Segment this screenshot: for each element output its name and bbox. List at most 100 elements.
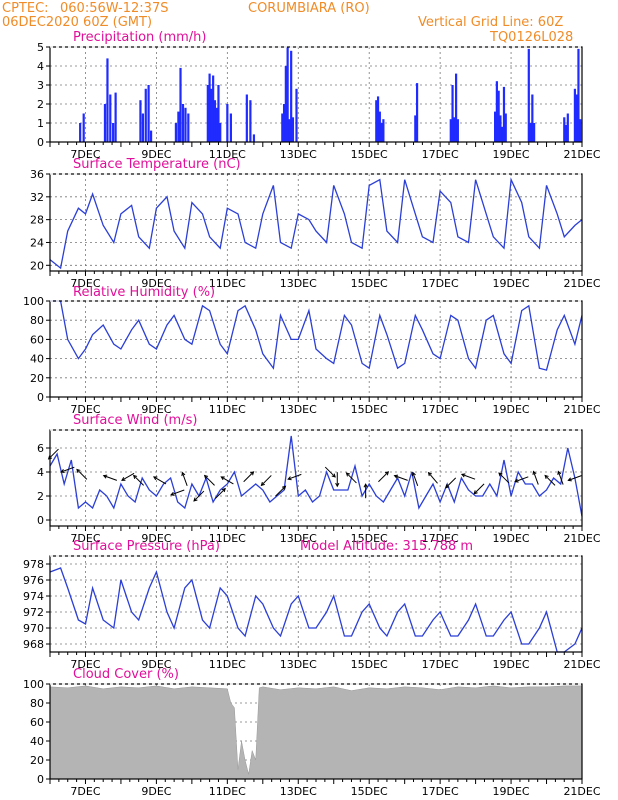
x-tick-label: 15DEC [351,403,388,416]
x-tick-label: 15DEC [351,532,388,545]
precip-bar [415,83,419,142]
precip-bar [229,113,232,142]
wind-arrow-shaft [394,475,408,481]
y-tick-label: 6 [37,442,44,455]
precip-bar [252,134,256,142]
x-tick-label: 11DEC [209,277,246,290]
wind-arrow-shaft [324,466,336,478]
precip-bar [282,104,286,142]
precip-bar [495,81,498,142]
x-tick-label: 13DEC [280,532,317,545]
wind-arrow-shaft [170,489,185,496]
wind-arrow [514,476,529,483]
wind-arrow [220,476,234,485]
wind-arrow-shaft [568,475,582,481]
wind-arrow [132,474,144,486]
wind-arrow [287,473,302,481]
wind-arrow-shaft [514,476,529,483]
x-tick-label: 11DEC [209,532,246,545]
precip-bar [103,104,107,142]
wind-arrow-head [331,473,336,478]
x-tick-label: 7DEC [70,277,100,290]
wind-arrow-shaft [445,477,457,489]
precip-bar [184,107,187,142]
y-tick-label: 0 [37,136,44,149]
x-tick-label: 21DEC [563,532,600,545]
wind-arrow-head [514,478,519,483]
precip-bar [449,119,452,142]
wind-arrow-head [132,474,138,479]
y-tick-label: 40 [30,353,44,366]
wind-arrow [335,472,340,488]
wind-arrow-head [532,470,537,475]
x-tick-label: 9DEC [141,148,171,161]
x-tick-label: 9DEC [141,532,171,545]
y-tick-label: 60 [30,333,44,346]
x-tick-label: 13DEC [280,403,317,416]
wind-arrow-head [445,484,450,489]
precip-bar [494,111,497,142]
x-tick-label: 13DEC [280,658,317,671]
series-line-pressure [49,567,583,653]
x-tick-label: 17DEC [422,658,459,671]
precip-bar [144,88,147,142]
precip-bar [566,113,569,142]
x-tick-label: 17DEC [422,532,459,545]
wind-arrow-shaft [533,471,539,485]
precip-bar [453,117,456,142]
wind-arrow-head [76,468,81,473]
x-tick-label: 7DEC [70,532,100,545]
series-line-temp [49,177,583,270]
precip-bar [290,50,293,142]
precip-bar [212,75,215,142]
wind-arrow-head [335,482,340,488]
wind-arrow [363,483,368,499]
precip-bar [206,85,209,142]
wind-arrow-shaft [133,475,144,486]
wind-arrow-shaft [60,466,75,473]
wind-arrow-head [102,474,108,479]
wind-arrow-head [60,469,65,474]
wind-arrow-head [460,473,466,478]
precip-bar [533,123,536,142]
wind-arrow-shaft [103,475,118,481]
wind-arrow-shaft [121,472,135,481]
y-tick-label: 100 [23,295,44,308]
precip-bar [288,119,291,142]
wind-arrow-head [287,476,292,481]
precip-bar [106,58,109,142]
wind-arrow-head [473,490,478,495]
x-tick-label: 21DEC [563,658,600,671]
y-tick-label: 36 [30,168,44,181]
y-tick-label: 968 [23,638,44,651]
precip-bar [454,73,458,142]
precip-bar [181,104,185,142]
wind-arrow-head [411,471,416,477]
precip-bar [378,111,381,142]
wind-arrow-head [121,477,126,481]
y-tick-label: 4 [37,466,44,479]
wind-arrow [557,470,564,485]
precip-bar [217,85,220,142]
precip-bar [286,47,289,142]
x-tick-label: 11DEC [209,148,246,161]
series-line-wind [49,435,583,517]
precip-bar [139,100,142,142]
wind-arrow [60,466,75,474]
precip-bar [208,73,211,142]
wind-arrow [181,471,188,486]
precip-bar [177,111,180,142]
wind-arrow-head [384,471,390,476]
precip-bar [529,123,532,142]
x-tick-label: 19DEC [493,785,530,798]
panel-pressure: Surface Pressure (hPa) Model Altitude: 31… [23,539,601,671]
wind-arrow [121,472,135,481]
wind-arrow-shaft [221,476,234,485]
y-tick-label: 0 [37,514,44,527]
wind-arrow-head [203,474,209,479]
x-tick-label: 9DEC [141,658,171,671]
precip-bar [499,115,502,142]
wind-arrow [460,473,476,480]
y-tick-label: 2 [37,490,44,503]
